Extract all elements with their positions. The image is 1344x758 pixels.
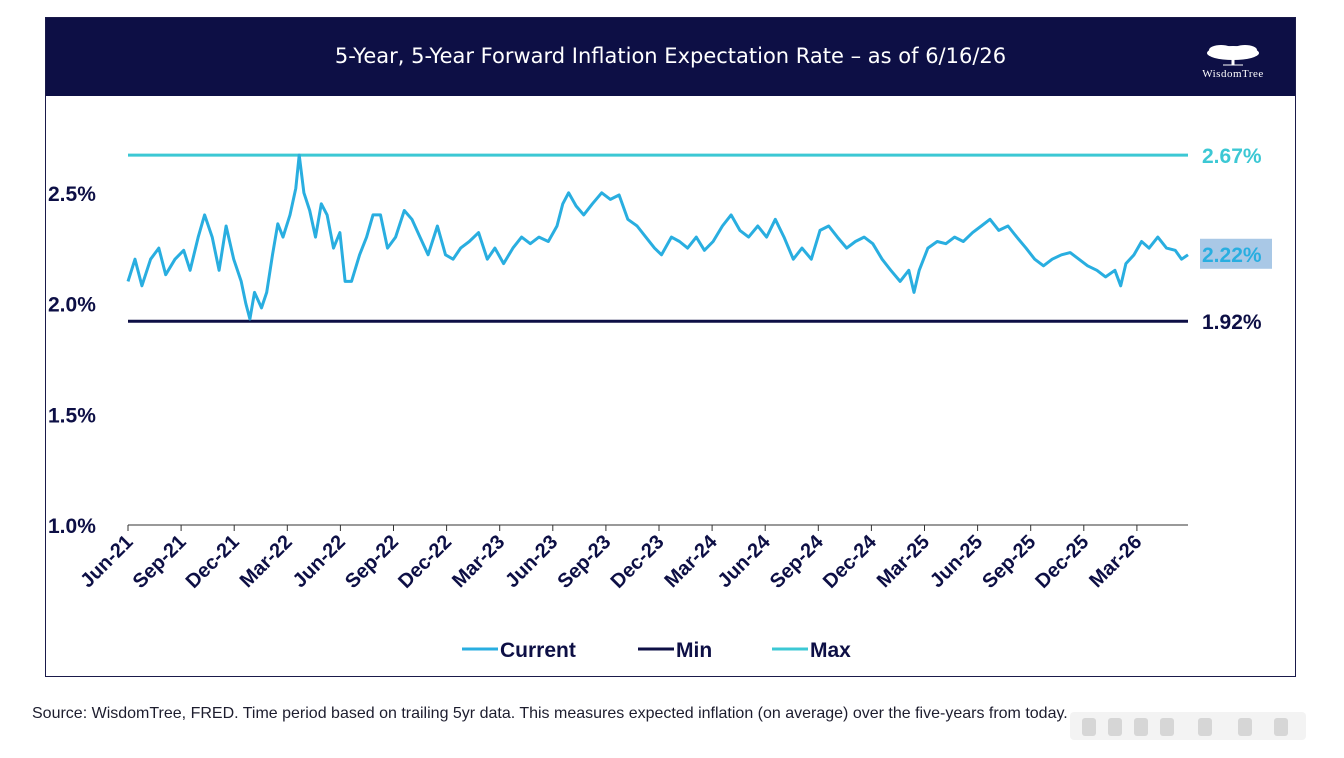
x-tick-label: Mar-23: [448, 531, 509, 592]
x-tick-label: Sep-23: [553, 531, 615, 593]
y-tick-label: 2.5%: [48, 183, 96, 206]
legend-label: Current: [500, 639, 576, 662]
tree-icon: [1207, 45, 1259, 66]
source-note: Source: WisdomTree, FRED. Time period ba…: [32, 705, 1068, 722]
x-tick-label: Dec-23: [607, 531, 669, 593]
legend-label: Max: [810, 639, 851, 662]
chart-frame: 5-Year, 5-Year Forward Inflation Expecta…: [45, 17, 1296, 677]
current-series-line: [126, 153, 1189, 321]
y-tick-label: 2.0%: [48, 294, 96, 317]
x-tick-label: Jun-24: [714, 530, 776, 592]
y-tick-label: 1.0%: [48, 515, 96, 538]
x-tick-label: Sep-24: [766, 530, 829, 593]
x-tick-label: Sep-21: [129, 531, 191, 593]
x-tick-label: Dec-21: [182, 531, 244, 593]
x-tick-label: Mar-25: [873, 531, 934, 592]
x-tick-label: Dec-24: [819, 530, 882, 593]
current-value-label: 2.22%: [1202, 244, 1262, 267]
chart-title: 5-Year, 5-Year Forward Inflation Expecta…: [334, 44, 1007, 68]
logo-wordmark: WisdomTree: [1202, 68, 1264, 80]
wisdomtree-logo: WisdomTree: [1193, 42, 1273, 86]
x-tick-label: Jun-21: [76, 531, 137, 592]
x-tick-label: Dec-25: [1031, 531, 1093, 593]
min-value-label: 1.92%: [1202, 311, 1262, 334]
y-tick-label: 1.5%: [48, 404, 96, 427]
legend-label: Min: [676, 639, 712, 662]
x-tick-label: Jun-22: [289, 531, 350, 592]
x-tick-label: Mar-26: [1085, 531, 1146, 592]
chart-header: 5-Year, 5-Year Forward Inflation Expecta…: [46, 18, 1295, 96]
x-tick-label: Jun-25: [926, 531, 987, 592]
x-tick-label: Dec-22: [394, 531, 456, 593]
watermark-icon: [1070, 712, 1306, 740]
x-tick-label: Jun-23: [501, 531, 562, 592]
x-tick-label: Mar-24: [660, 530, 722, 592]
x-tick-label: Mar-22: [236, 531, 297, 592]
x-tick-label: Sep-25: [978, 531, 1040, 593]
max-value-label: 2.67%: [1202, 145, 1262, 168]
current-value-label-bg: [1200, 238, 1272, 269]
x-tick-label: Sep-22: [341, 531, 403, 593]
